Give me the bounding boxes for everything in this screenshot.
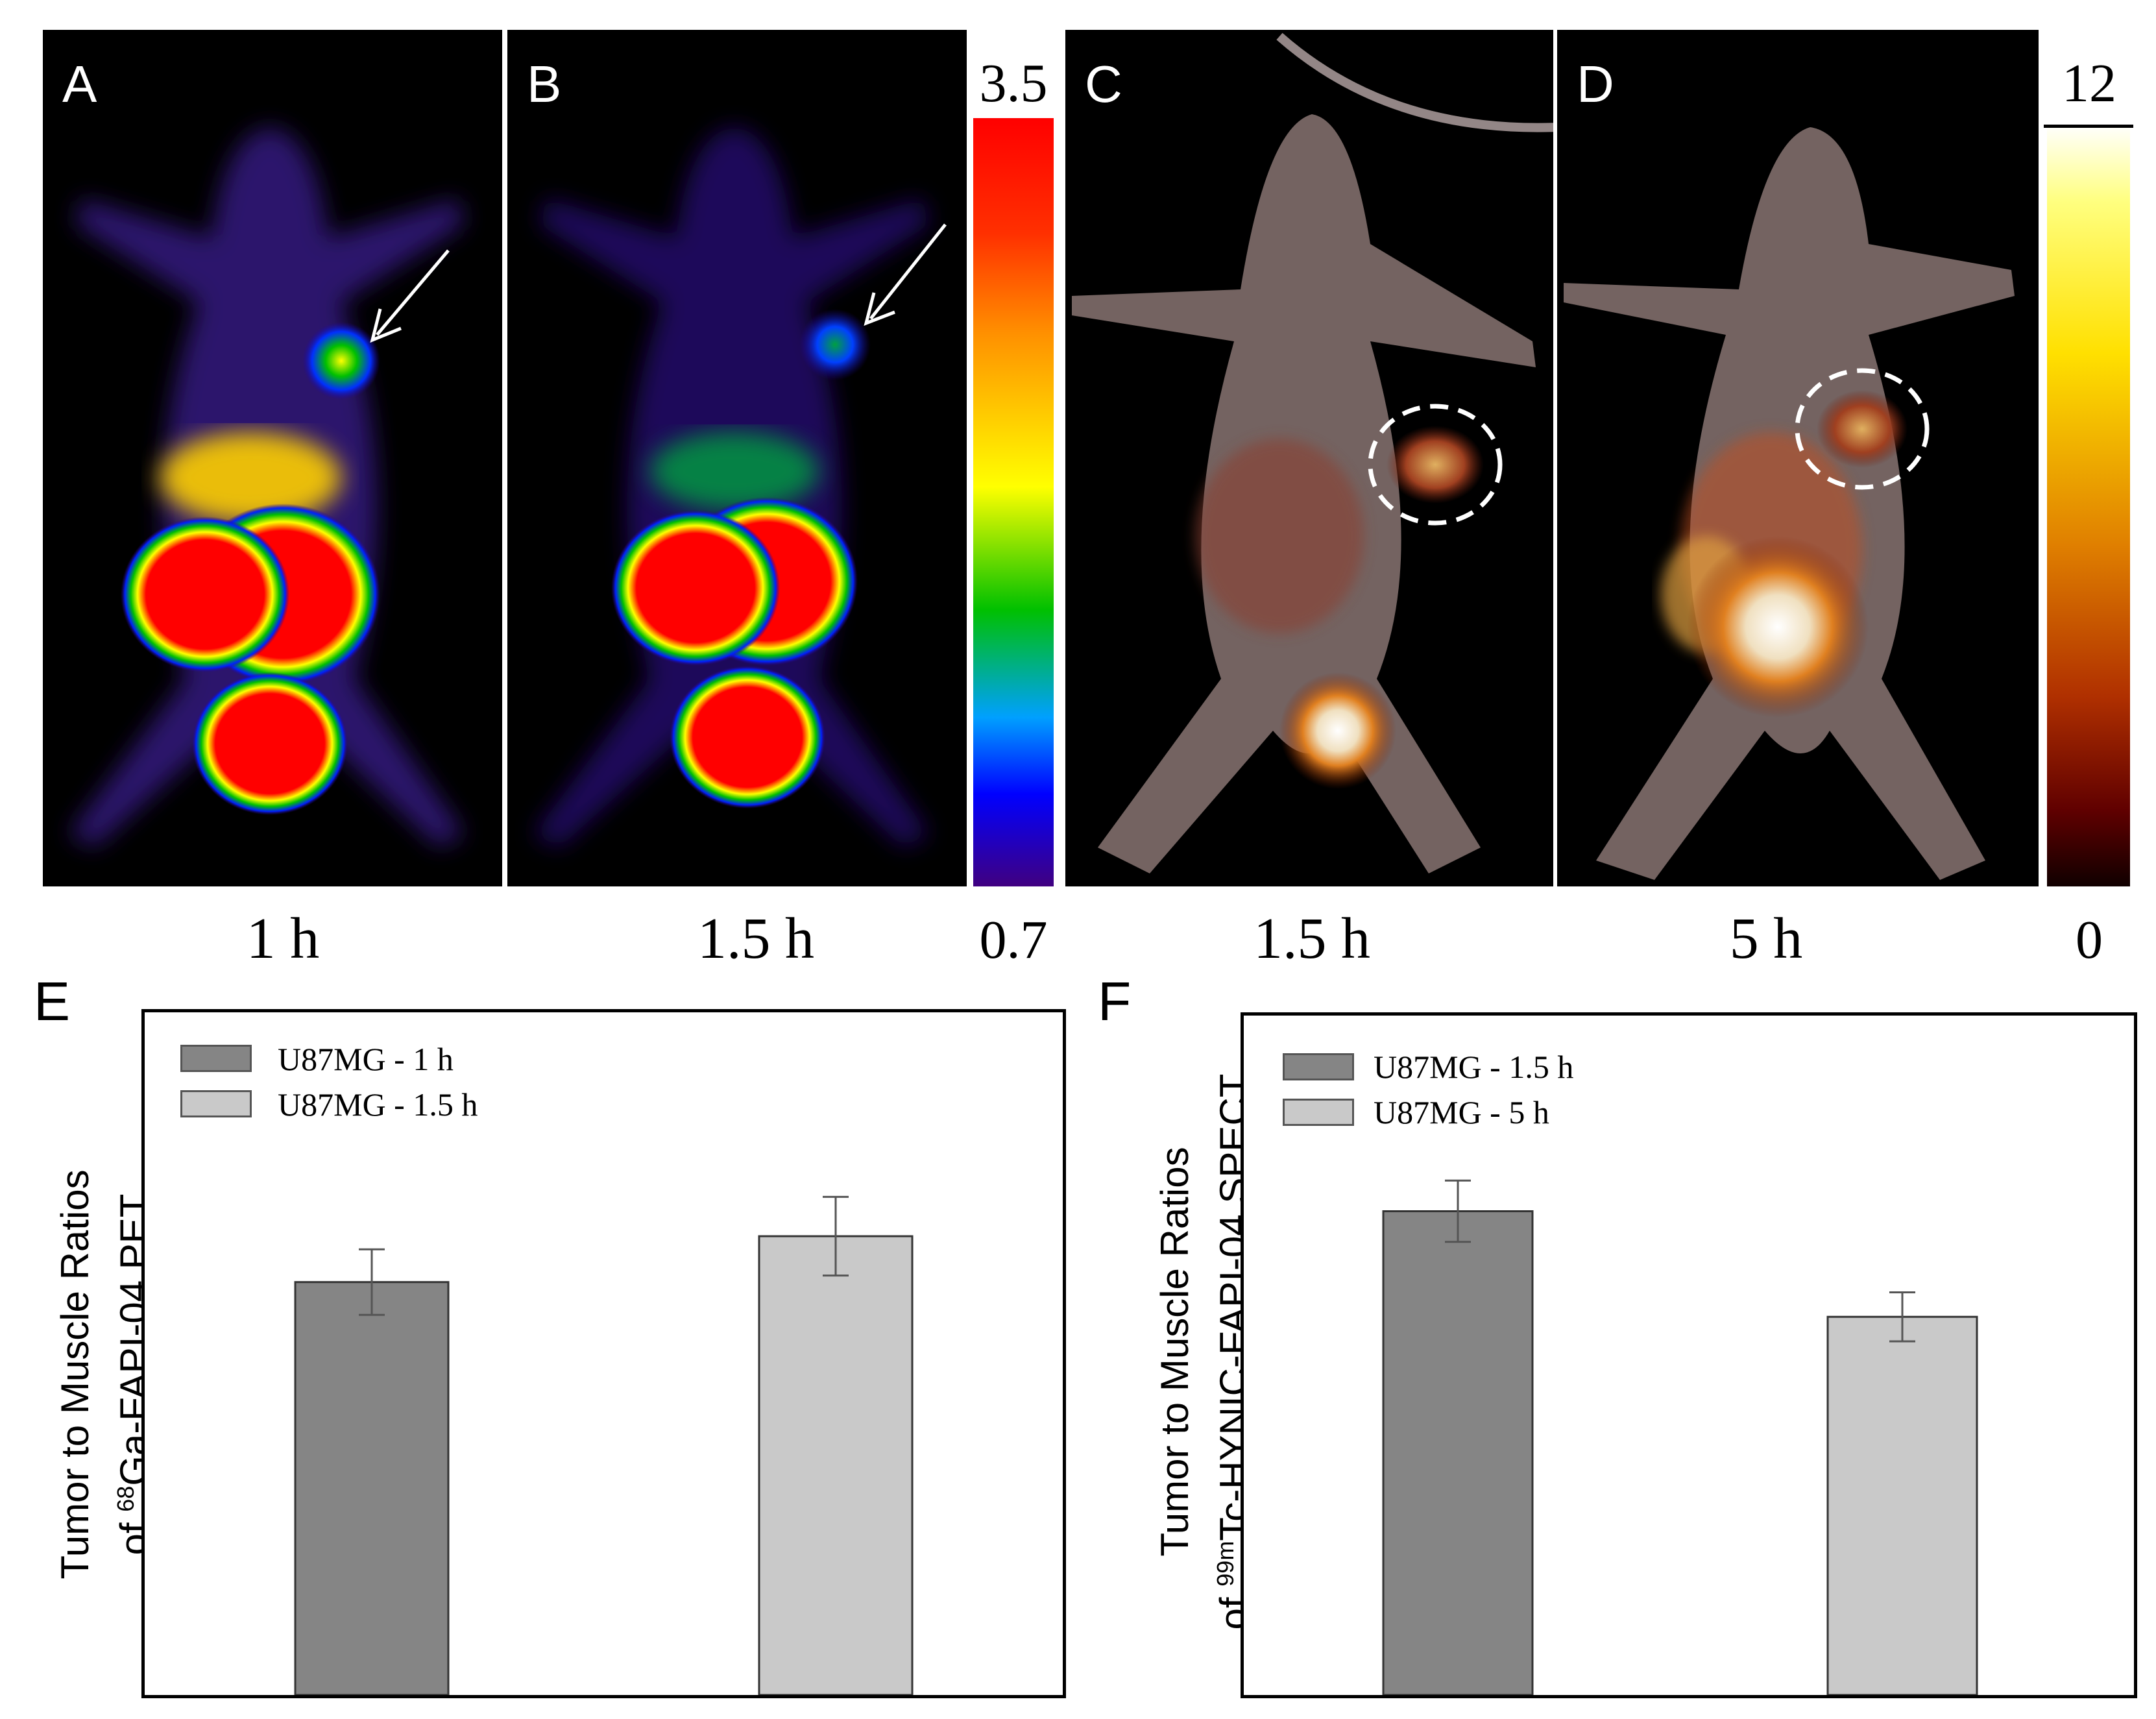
pet-image-panel-a: A: [43, 30, 502, 886]
chart-e-ylabel-line1: Tumor to Muscle Ratios: [53, 1169, 97, 1579]
panel-label-c: C: [1085, 55, 1122, 113]
error-bar-f-0: [1445, 1179, 1471, 1243]
chart-e-plot: [294, 1195, 914, 1695]
bar-e-0: [294, 1281, 450, 1695]
legend-swatch-f-1: [1283, 1099, 1354, 1126]
spect-scale-top-line: [2044, 125, 2133, 128]
chart-f-plot: [1382, 1179, 1978, 1695]
chart-e-y-axis-label: Tumor to Muscle Ratios of 68Ga-FAPI-04 P…: [50, 1095, 156, 1653]
mouse-pet-scan-b: [533, 127, 947, 847]
bar-f-1: [1826, 1315, 1978, 1695]
chart-f-ylabel-isotope: 99m: [1212, 1541, 1239, 1587]
spect-ct-image-panel-c: C: [1065, 30, 1553, 886]
spect-scale-min: 0: [2076, 910, 2103, 970]
pet-scale-max: 3.5: [979, 53, 1048, 114]
chart-f-ylabel-line1: Tumor to Muscle Ratios: [1153, 1147, 1196, 1557]
time-label-a: 1 h: [246, 907, 320, 971]
time-label-c: 1.5 h: [1254, 907, 1370, 971]
legend-label-e-1: U87MG - 1.5 h: [278, 1086, 478, 1123]
bar-f-0: [1382, 1210, 1534, 1695]
error-bar-f-1: [1889, 1291, 1915, 1343]
panel-label-b: B: [527, 55, 562, 113]
time-label-b: 1.5 h: [697, 907, 814, 971]
spect-ct-image-panel-d: D: [1557, 30, 2039, 886]
legend-swatch-f-0: [1283, 1053, 1354, 1080]
bar-chart-e: U87MG - 1 h U87MG - 1.5 h: [141, 1009, 1066, 1698]
panel-label-d: D: [1577, 55, 1614, 113]
pet-scale-min: 0.7: [979, 910, 1048, 970]
chart-e-ylabel-isotope: 68: [112, 1485, 139, 1512]
legend-label-e-0: U87MG - 1 h: [278, 1041, 454, 1077]
mouse-pet-scan-a: [69, 127, 465, 847]
chart-f-y-axis-label: Tumor to Muscle Ratios of 99mTc-HYNIC-FA…: [1150, 1040, 1255, 1663]
legend-label-f-0: U87MG - 1.5 h: [1374, 1049, 1574, 1085]
legend-swatch-e-0: [180, 1045, 252, 1072]
mouse-spect-scan-c: [1072, 32, 1553, 873]
legend-swatch-e-1: [180, 1090, 252, 1117]
error-bar-e-1: [823, 1195, 849, 1277]
time-label-d: 5 h: [1729, 907, 1803, 971]
panel-label-f: F: [1098, 971, 1132, 1032]
legend-label-f-1: U87MG - 5 h: [1374, 1094, 1549, 1130]
error-bar-e-0: [359, 1248, 385, 1316]
panel-label-a: A: [62, 55, 97, 113]
pet-color-scale: [973, 118, 1054, 886]
spect-scale-max: 12: [2062, 53, 2116, 114]
mouse-spect-scan-d: [1564, 127, 2015, 880]
pet-image-panel-b: B: [507, 30, 967, 886]
panel-label-e: E: [34, 971, 71, 1032]
spect-color-scale: [2047, 125, 2130, 886]
bar-e-1: [758, 1235, 914, 1695]
bar-chart-f: U87MG - 1.5 h U87MG - 5 h: [1241, 1012, 2137, 1698]
